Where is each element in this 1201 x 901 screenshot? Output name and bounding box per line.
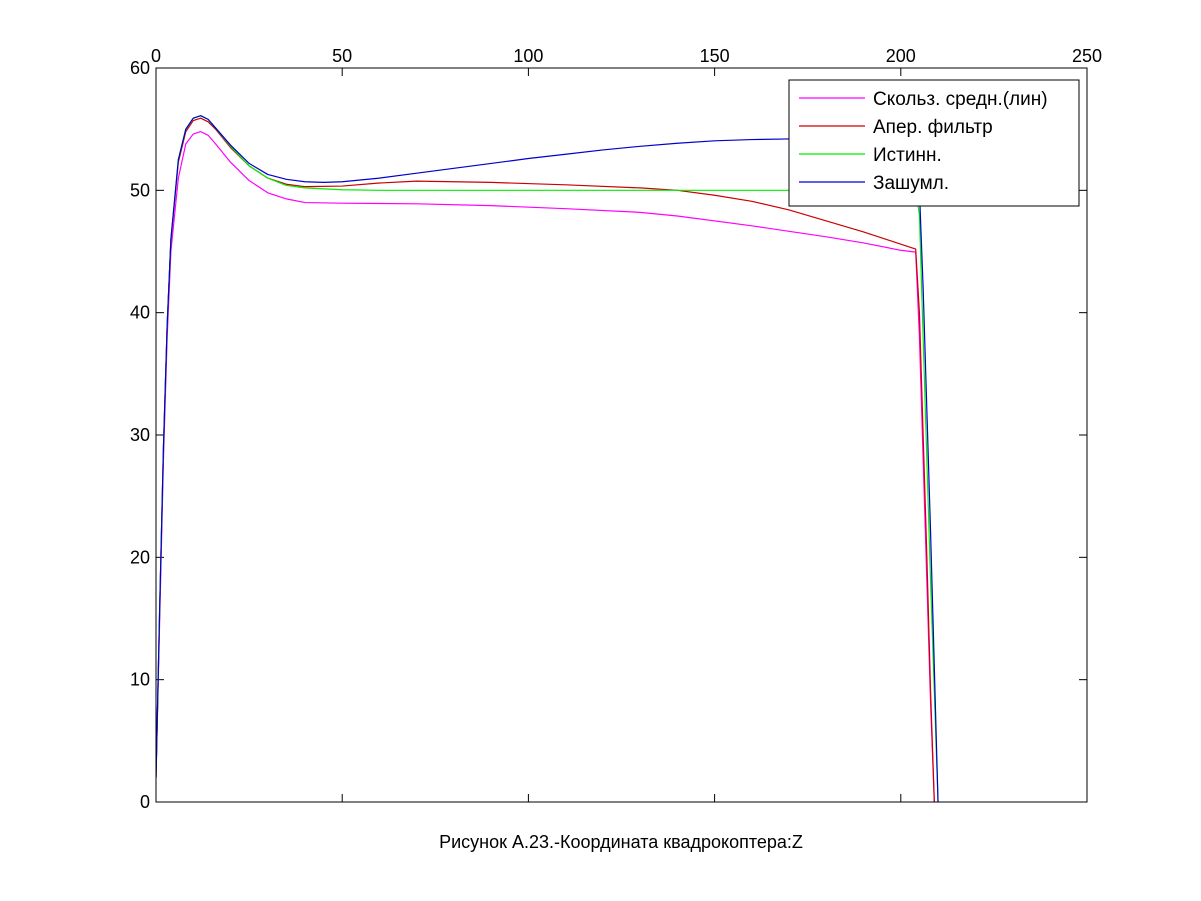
x-tick-label: 200: [886, 46, 916, 66]
plot-frame: [155, 67, 1088, 803]
y-tick-label: 10: [130, 670, 150, 690]
x-tick-label: 50: [332, 46, 352, 66]
x-tick-label: 150: [700, 46, 730, 66]
axis-ticks: 0 50 100 150 200 250 0 10 20 30 40 50 60: [130, 46, 1102, 812]
y-tick-label: 20: [130, 547, 150, 567]
legend-label: Истинн.: [873, 145, 942, 166]
x-tick-label: 250: [1072, 46, 1102, 66]
legend-label: Апер. фильтр: [873, 117, 993, 138]
y-tick-label: 0: [140, 792, 150, 812]
series-line-1: [156, 131, 935, 802]
legend-box: [788, 79, 1080, 207]
y-tick-label: 50: [130, 180, 150, 200]
y-tick-label: 60: [130, 58, 150, 78]
figure-caption: Рисунок А.23.-Координата квадрокоптера:Z: [439, 832, 803, 852]
x-tick-label: 0: [151, 46, 161, 66]
y-tick-label: 40: [130, 303, 150, 323]
x-tick-label: 100: [513, 46, 543, 66]
legend: Скольз. средн.(лин) Апер. фильтр Истинн. За…: [788, 79, 1080, 207]
y-tick-label: 30: [130, 425, 150, 445]
legend-label: Зашумл.: [873, 173, 949, 194]
legend-label: Скольз. средн.(лин): [873, 89, 1048, 110]
